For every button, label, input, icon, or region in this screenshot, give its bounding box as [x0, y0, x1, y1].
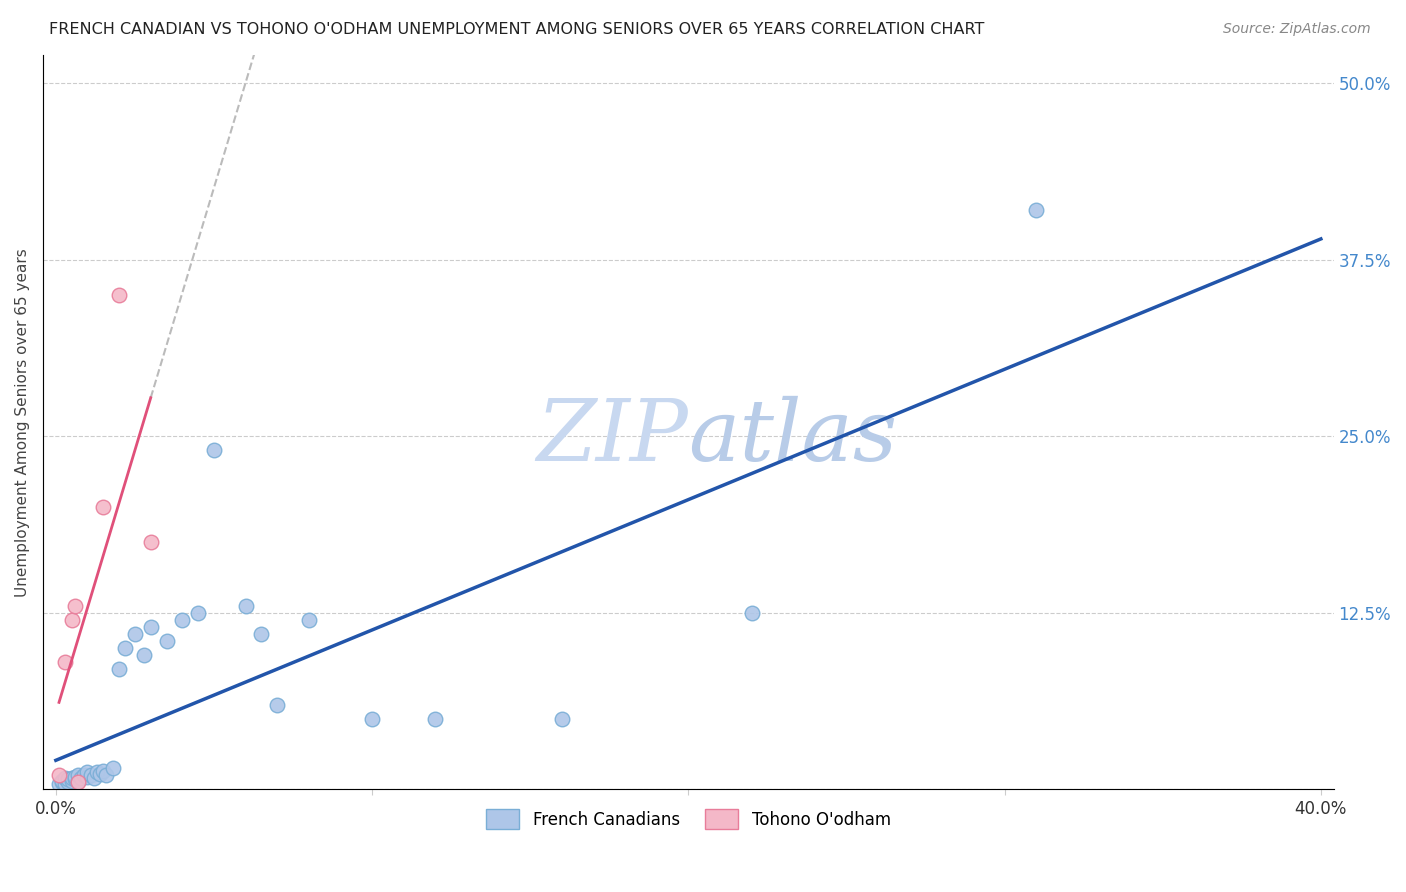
Text: FRENCH CANADIAN VS TOHONO O'ODHAM UNEMPLOYMENT AMONG SENIORS OVER 65 YEARS CORRE: FRENCH CANADIAN VS TOHONO O'ODHAM UNEMPL…: [49, 22, 984, 37]
Point: [298, 613, 321, 627]
Point: [51, 773, 73, 788]
Point: [53, 776, 76, 790]
Point: [53, 771, 76, 785]
Point: [139, 535, 162, 549]
Point: [79, 768, 101, 782]
Point: [91, 500, 114, 514]
Point: [124, 627, 146, 641]
Point: [66, 773, 89, 788]
Point: [63, 770, 86, 784]
Point: [134, 648, 156, 662]
Point: [1025, 203, 1047, 218]
Point: [66, 768, 89, 782]
Text: ZIP: ZIP: [537, 395, 689, 478]
Y-axis label: Unemployment Among Seniors over 65 years: Unemployment Among Seniors over 65 years: [15, 248, 30, 597]
Point: [96, 768, 118, 782]
Point: [66, 775, 89, 789]
Point: [76, 765, 98, 780]
Point: [51, 775, 73, 789]
Point: [58, 775, 80, 789]
Point: [89, 766, 111, 780]
Point: [108, 288, 131, 302]
Point: [76, 770, 98, 784]
Legend: French Canadians, Tohono O'odham: French Canadians, Tohono O'odham: [479, 802, 897, 836]
Point: [741, 606, 763, 620]
Point: [250, 627, 273, 641]
Point: [202, 443, 225, 458]
Point: [48, 768, 70, 782]
Point: [551, 712, 574, 726]
Point: [155, 634, 177, 648]
Point: [70, 771, 93, 785]
Point: [58, 772, 80, 787]
Point: [86, 765, 108, 780]
Point: [73, 768, 96, 782]
Point: [266, 698, 288, 712]
Text: atlas: atlas: [689, 395, 897, 478]
Point: [53, 655, 76, 669]
Point: [425, 712, 447, 726]
Point: [63, 599, 86, 613]
Point: [60, 771, 83, 785]
Point: [139, 620, 162, 634]
Point: [60, 773, 83, 788]
Point: [91, 764, 114, 778]
Point: [101, 761, 124, 775]
Text: Source: ZipAtlas.com: Source: ZipAtlas.com: [1223, 22, 1371, 37]
Point: [235, 599, 257, 613]
Point: [83, 771, 105, 785]
Point: [114, 641, 136, 656]
Point: [172, 613, 194, 627]
Point: [63, 772, 86, 787]
Point: [361, 712, 384, 726]
Point: [108, 662, 131, 676]
Point: [48, 776, 70, 790]
Point: [187, 606, 209, 620]
Point: [60, 613, 83, 627]
